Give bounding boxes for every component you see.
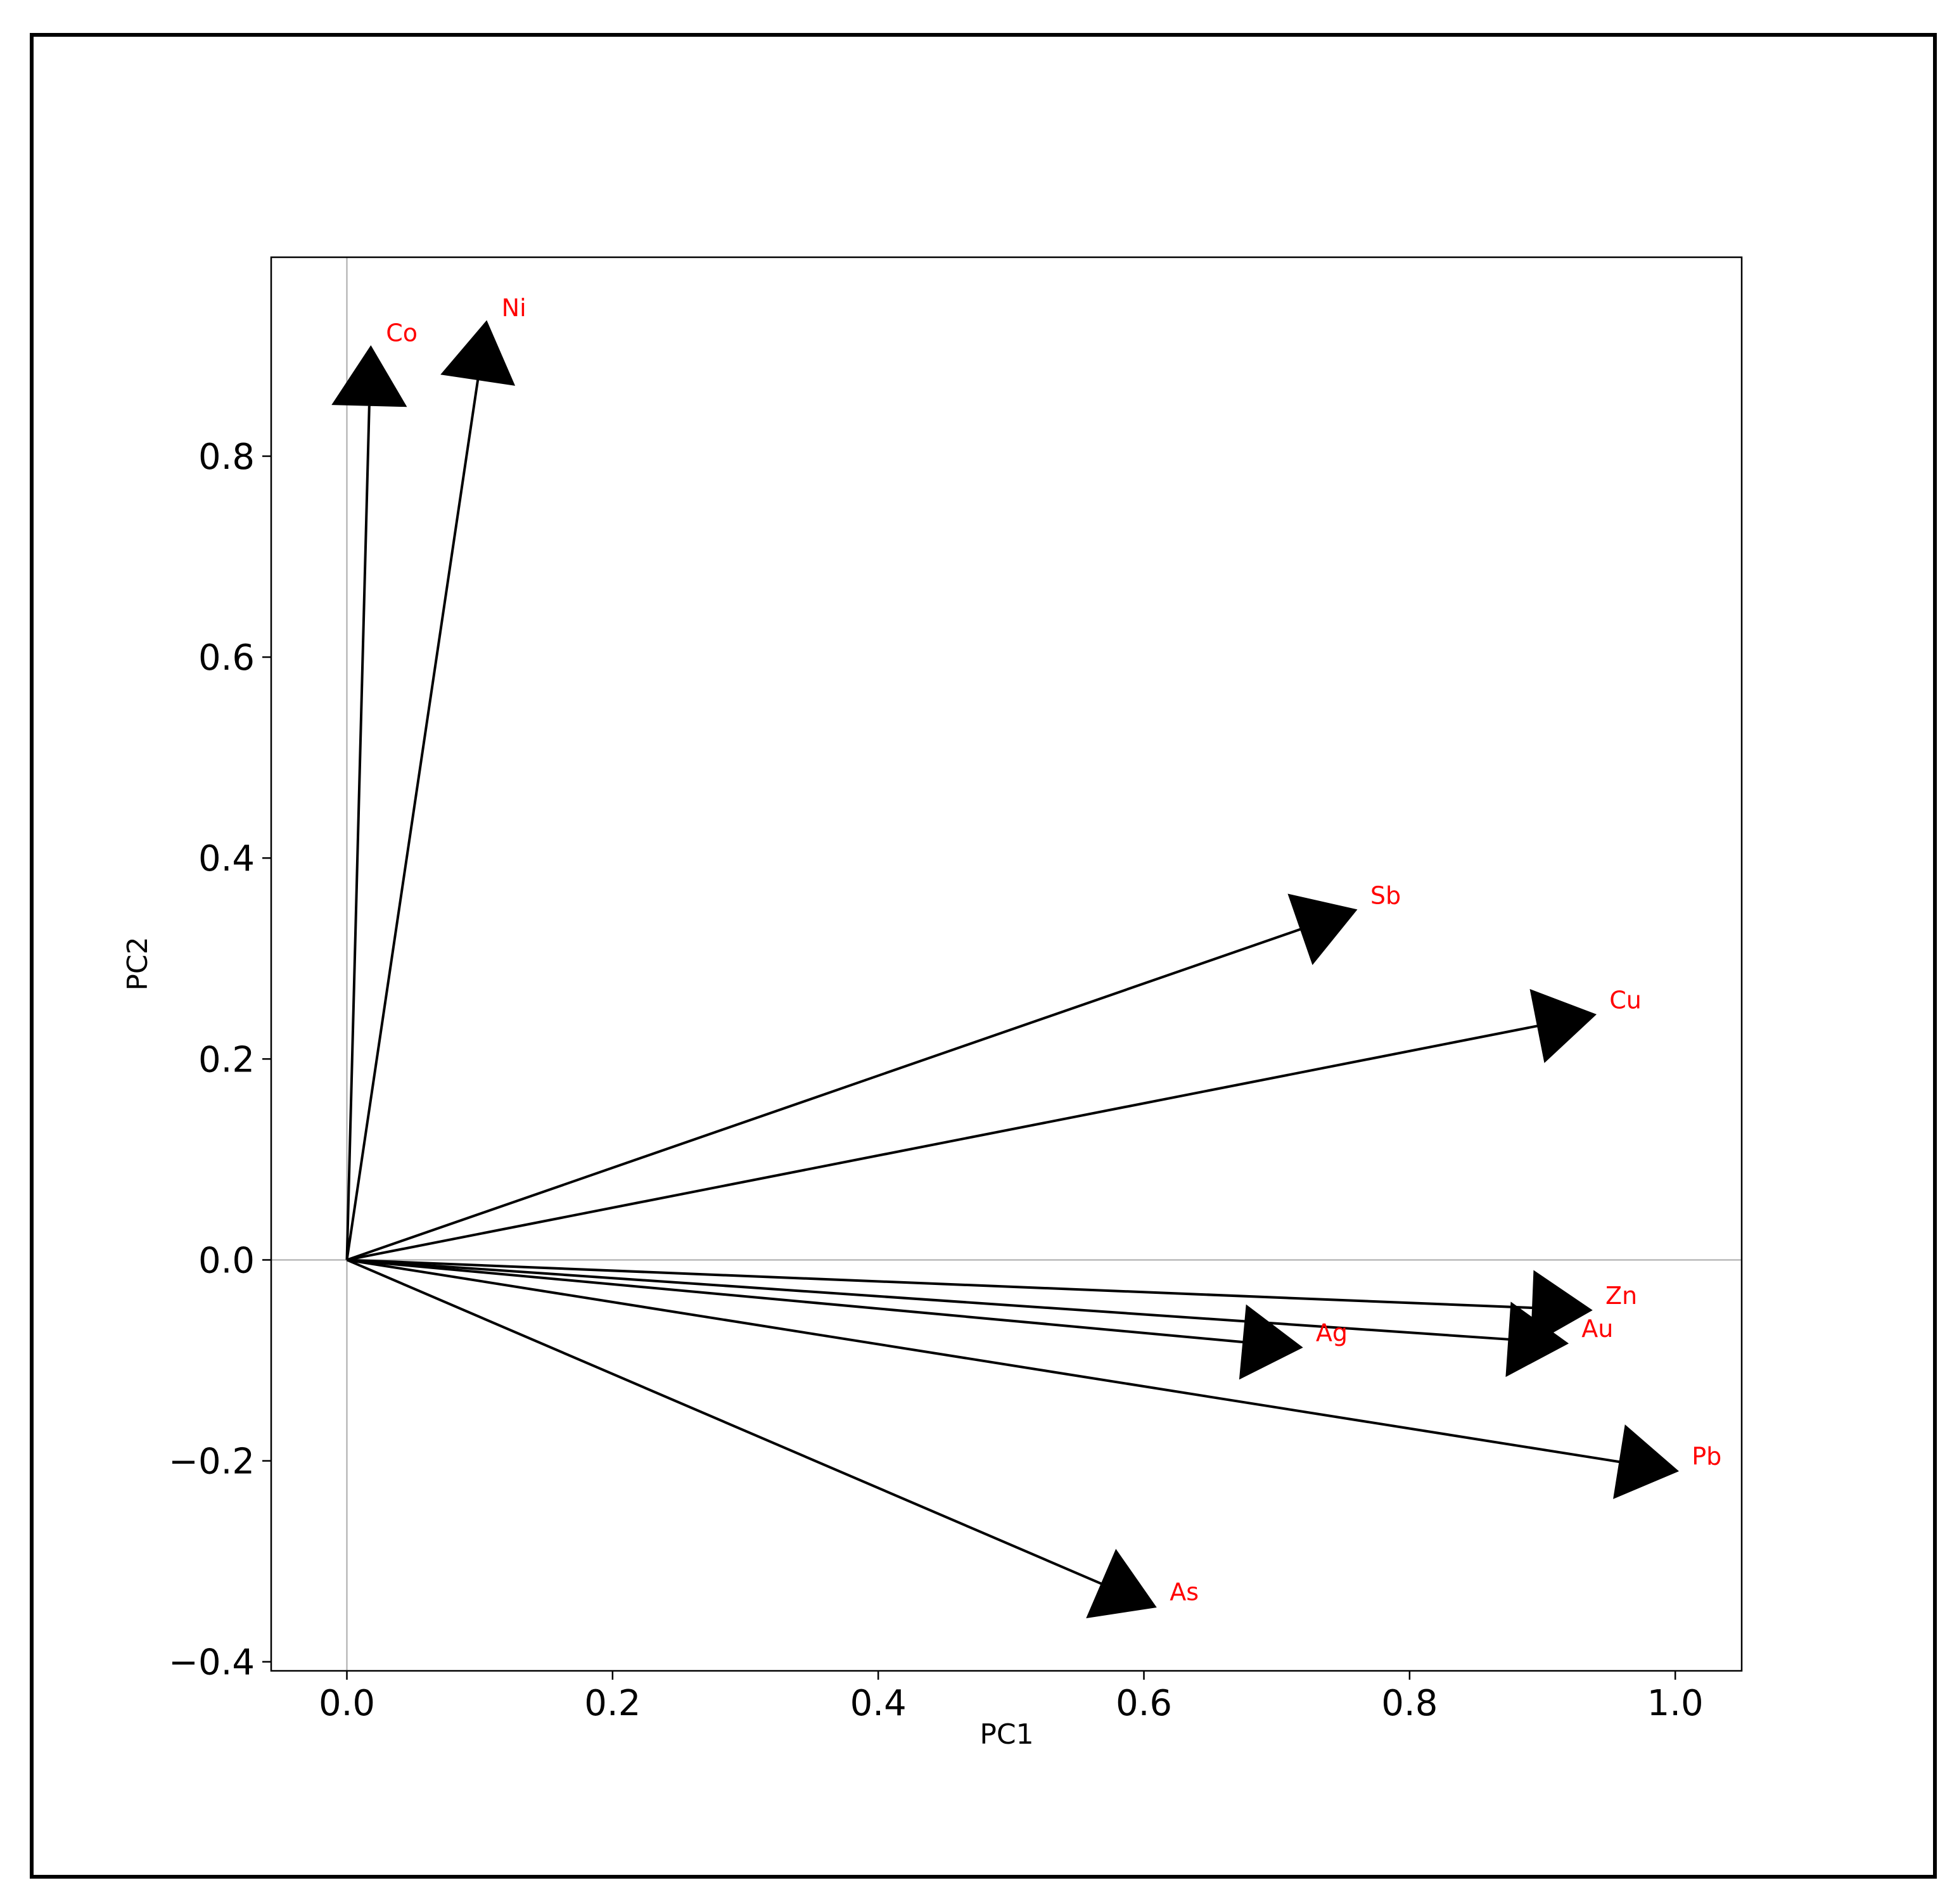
arrow-label: Zn: [1605, 1282, 1637, 1310]
x-tick-label: 0.6: [1116, 1683, 1172, 1724]
y-tick-label: 0.8: [198, 437, 255, 478]
x-tick-label: 0.4: [850, 1683, 907, 1724]
arrow: [345, 320, 516, 1260]
y-tick-label: 0.2: [198, 1039, 255, 1080]
y-tick-label: −0.2: [169, 1441, 255, 1483]
arrow: [347, 1258, 1303, 1380]
y-tick-label: 0.0: [198, 1240, 255, 1281]
x-tick-label: 0.8: [1381, 1683, 1438, 1724]
arrow: [331, 345, 407, 1260]
y-tick-label: 0.6: [198, 637, 255, 679]
arrow-label: As: [1170, 1578, 1199, 1606]
arrow-label: Ag: [1316, 1319, 1348, 1346]
arrow-label: Au: [1581, 1315, 1613, 1343]
arrow-label: Ni: [502, 294, 526, 322]
arrow-label: Cu: [1609, 987, 1642, 1014]
x-tick-label: 0.2: [584, 1683, 641, 1724]
plot-frame: [270, 256, 1743, 1672]
x-axis-label: PC1: [980, 1718, 1033, 1751]
arrow: [347, 1258, 1569, 1377]
arrow-label: Sb: [1370, 882, 1401, 910]
arrow-label: Pb: [1692, 1442, 1721, 1470]
y-axis-label: PC2: [122, 936, 154, 990]
arrow: [346, 1258, 1157, 1619]
arrow-label: Co: [386, 319, 418, 347]
y-tick-label: 0.4: [198, 838, 255, 879]
figure-border: [30, 33, 1937, 1879]
arrow: [347, 1258, 1679, 1499]
arrow: [346, 893, 1358, 1262]
arrow: [347, 1258, 1593, 1346]
x-tick-label: 1.0: [1647, 1683, 1704, 1724]
arrow: [347, 988, 1597, 1262]
y-tick-label: −0.4: [169, 1642, 255, 1684]
x-tick-label: 0.0: [319, 1683, 375, 1724]
